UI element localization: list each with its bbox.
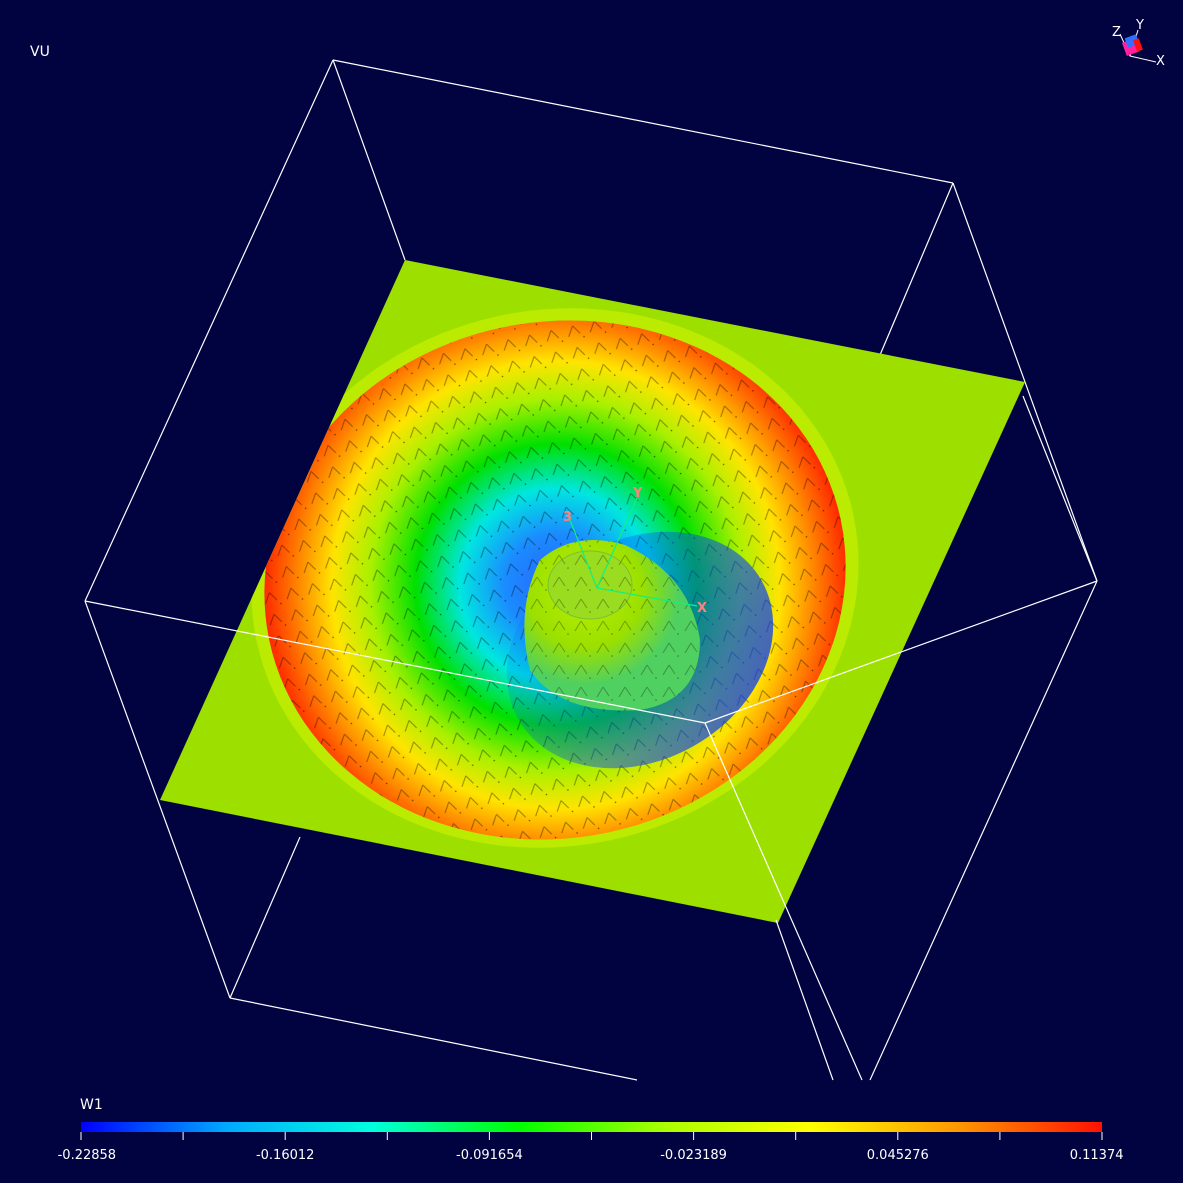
color-bar <box>81 1122 1102 1132</box>
triad-y-label: Y <box>1135 18 1144 33</box>
ring-deformation <box>251 308 859 848</box>
legend-tick-label: -0.16012 <box>255 1148 315 1163</box>
scene-axis-y-label: Y <box>632 486 643 501</box>
legend-tick-label: 0.11374 <box>1069 1148 1124 1163</box>
viewport-title: VU <box>30 44 50 60</box>
triad-z-label: Z <box>1112 25 1121 40</box>
orientation-triad[interactable]: Z Y X <box>1108 14 1172 70</box>
triad-x-label: X <box>1156 54 1165 69</box>
legend-title: W1 <box>80 1097 103 1113</box>
legend-tick-label: -0.023189 <box>660 1148 727 1163</box>
bounding-box-front <box>84 395 1098 1081</box>
legend-tick-label: -0.22858 <box>57 1148 117 1163</box>
legend-tick-label: 0.045276 <box>866 1148 929 1163</box>
bounding-box-back <box>84 59 1098 999</box>
legend-tick-marks <box>80 1132 1103 1140</box>
scene-axis-x-label: X <box>697 601 707 616</box>
scene-axis-z-label: 3 <box>563 510 572 525</box>
scene-axes: X Y 3 <box>563 486 707 616</box>
legend-tick-label: -0.091654 <box>456 1148 523 1163</box>
